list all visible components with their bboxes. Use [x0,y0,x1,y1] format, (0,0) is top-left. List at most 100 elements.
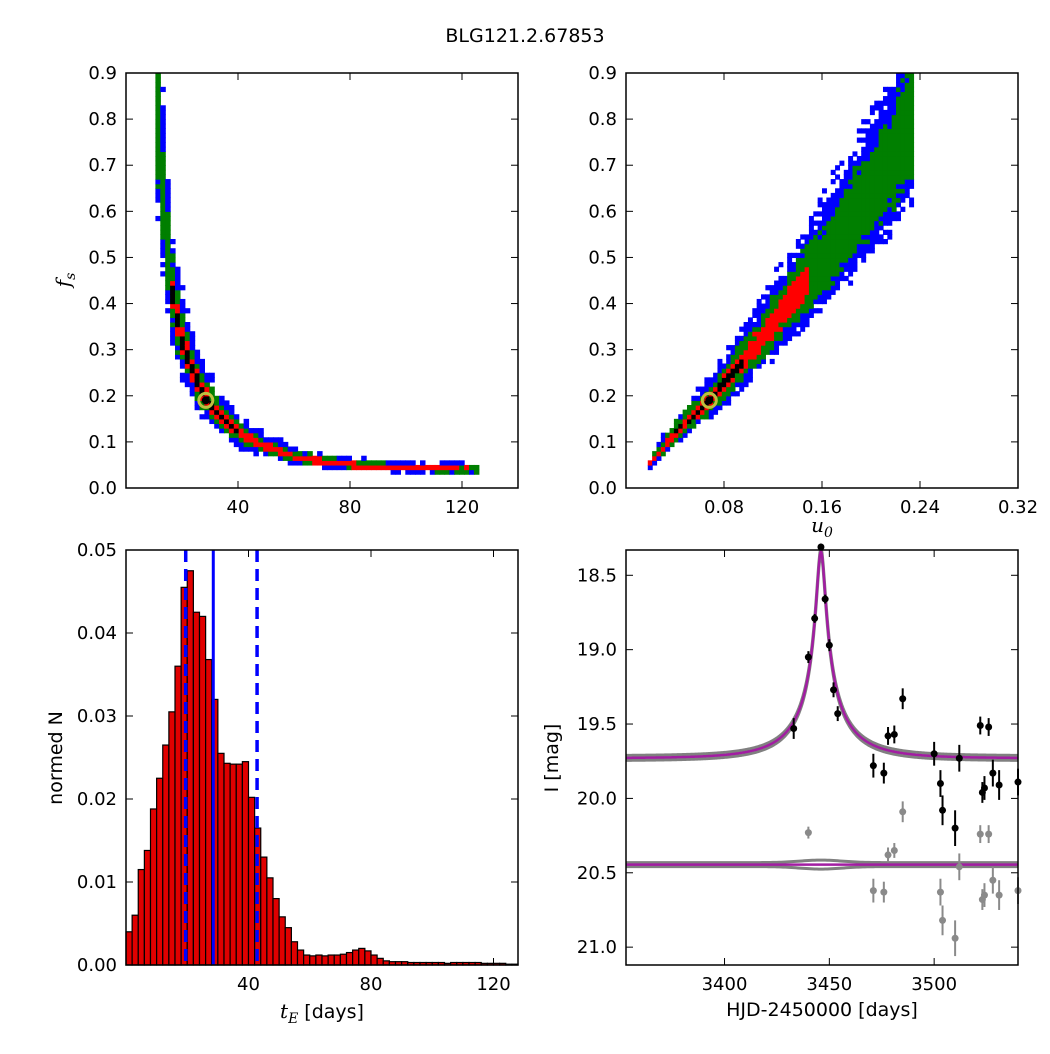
te-fs-density-cell [282,451,289,457]
u0-fs-density-cell [665,446,671,452]
u0-fs-density-cell [808,303,814,309]
u0-fs-density-cell [791,308,797,314]
te-fs-density-cell [341,460,348,466]
u0-fs-density-cell [835,220,841,226]
u0-fs-density-cell [826,202,832,208]
te-fs-density-cell [233,437,240,443]
te-fs-density-cell [189,372,196,378]
u0-fs-density-cell [778,335,784,342]
u0-fs-density-cell [839,266,845,272]
u0-fs-density-cell [874,179,880,185]
u0-fs-density-cell [778,308,784,314]
te-fs-density-cell [155,105,161,111]
u0-fs-density-cell [835,206,841,212]
histogram-bar [137,868,145,966]
u0-fs-density-cell [887,206,893,212]
te-fs-density-cell [189,349,196,355]
te-fs-density-cell [228,428,235,434]
u0-fs-density-cell [734,349,740,355]
best-fit-marker [700,391,718,409]
u0-fs-density-cell [826,243,832,249]
te-fs-density-cell [194,400,201,406]
u0-fs-density-cell [673,428,679,434]
u0-fs-density-cell [822,294,827,300]
te-fs-density-cell [375,460,382,466]
te-fs-density-cell [214,400,220,406]
u0-fs-density-cell [852,243,858,249]
best-fit-dot [705,396,714,405]
u0-fs-density-cell [730,349,736,355]
te-fs-density-cell [165,294,171,300]
te-fs-density-cell [160,225,166,231]
u0-fs-density-cell [900,146,906,152]
te-fs-density-cell [165,206,171,212]
u0-fs-density-cell [791,280,797,286]
u0-fs-density-cell [804,280,810,286]
u0-fs-density-cell [843,192,849,199]
u0-fs-density-cell [756,317,762,323]
u0-fs-density-cell [835,229,841,235]
u0-fs-density-cell [817,252,823,259]
u0-fs-density-cell [717,368,723,374]
u0-fs-density-cell [861,211,867,217]
te-fs-density-cell [175,303,181,309]
u0-fs-density-cell [795,239,801,245]
te-fs-density-cell [175,275,181,282]
u0-fs-density-cell [682,418,688,425]
histogram-bar [149,808,158,966]
u0-fs-density-cell [865,160,871,166]
u0-fs-density-cell [887,86,893,93]
u0-fs-xtick-label: 0.32 [998,497,1038,518]
u0-fs-density-cell [878,100,884,106]
u0-fs-density-cell [800,252,806,259]
u0-fs-density-cell [761,294,766,300]
u0-fs-density-cell [848,252,854,259]
u0-fs-density-cell [839,188,845,194]
u0-fs-density-cell [774,331,780,337]
u0-fs-density-cell [861,248,867,254]
te-fs-density-cell [160,220,166,226]
u0-fs-density-cell [835,271,841,277]
te-fs-density-cell [277,437,284,443]
u0-fs-density-cell [891,188,897,194]
te-fs-density-cell [155,183,161,189]
te-fs-density-cell [184,331,191,337]
u0-fs-density-cell [822,252,827,259]
u0-fs-density-cell [839,197,845,203]
u0-fs-density-cell [909,109,915,116]
te-fs-density-cell [170,312,176,318]
te-fs-density-cell [165,211,171,217]
te-fs-density-cell [179,303,186,309]
u0-fs-density-cell [734,335,740,342]
u0-fs-density-cell [909,165,915,171]
u0-fs-density-cell [869,151,875,157]
te-fs-density-cell [204,386,210,392]
u0-fs-density-cell [865,174,871,180]
u0-fs-density-cell [835,275,841,282]
u0-fs-density-cell [891,169,897,176]
u0-fs-ytick-label: 0.1 [588,432,617,453]
u0-fs-density-cell [869,142,875,148]
u0-fs-density-cell [774,349,780,355]
u0-fs-density-cell [900,160,906,166]
u0-fs-density-cell [843,225,849,231]
te-fs-density-cell [160,243,166,249]
te-fs-density-cell [160,165,166,171]
te-fs-density-cell [233,423,240,429]
u0-fs-density-cell [752,335,758,342]
u0-fs-density-cell [730,368,736,374]
u0-fs-density-cell [874,220,880,226]
u0-fs-density-cell [861,156,867,162]
u0-fs-density-cell [669,432,675,438]
u0-fs-density-cell [761,322,766,328]
data-point [951,824,959,832]
u0-fs-density-cell [896,137,901,143]
u0-fs-density-cell [669,441,675,448]
te-fs-density-cell [233,432,240,438]
u0-fs-density-cell [878,151,884,157]
u0-fs-density-cell [800,312,806,318]
u0-fs-density-cell [743,372,749,378]
u0-fs-density-cell [891,174,897,180]
u0-fs-density-cell [865,234,871,240]
u0-fs-density-cell [747,363,753,369]
